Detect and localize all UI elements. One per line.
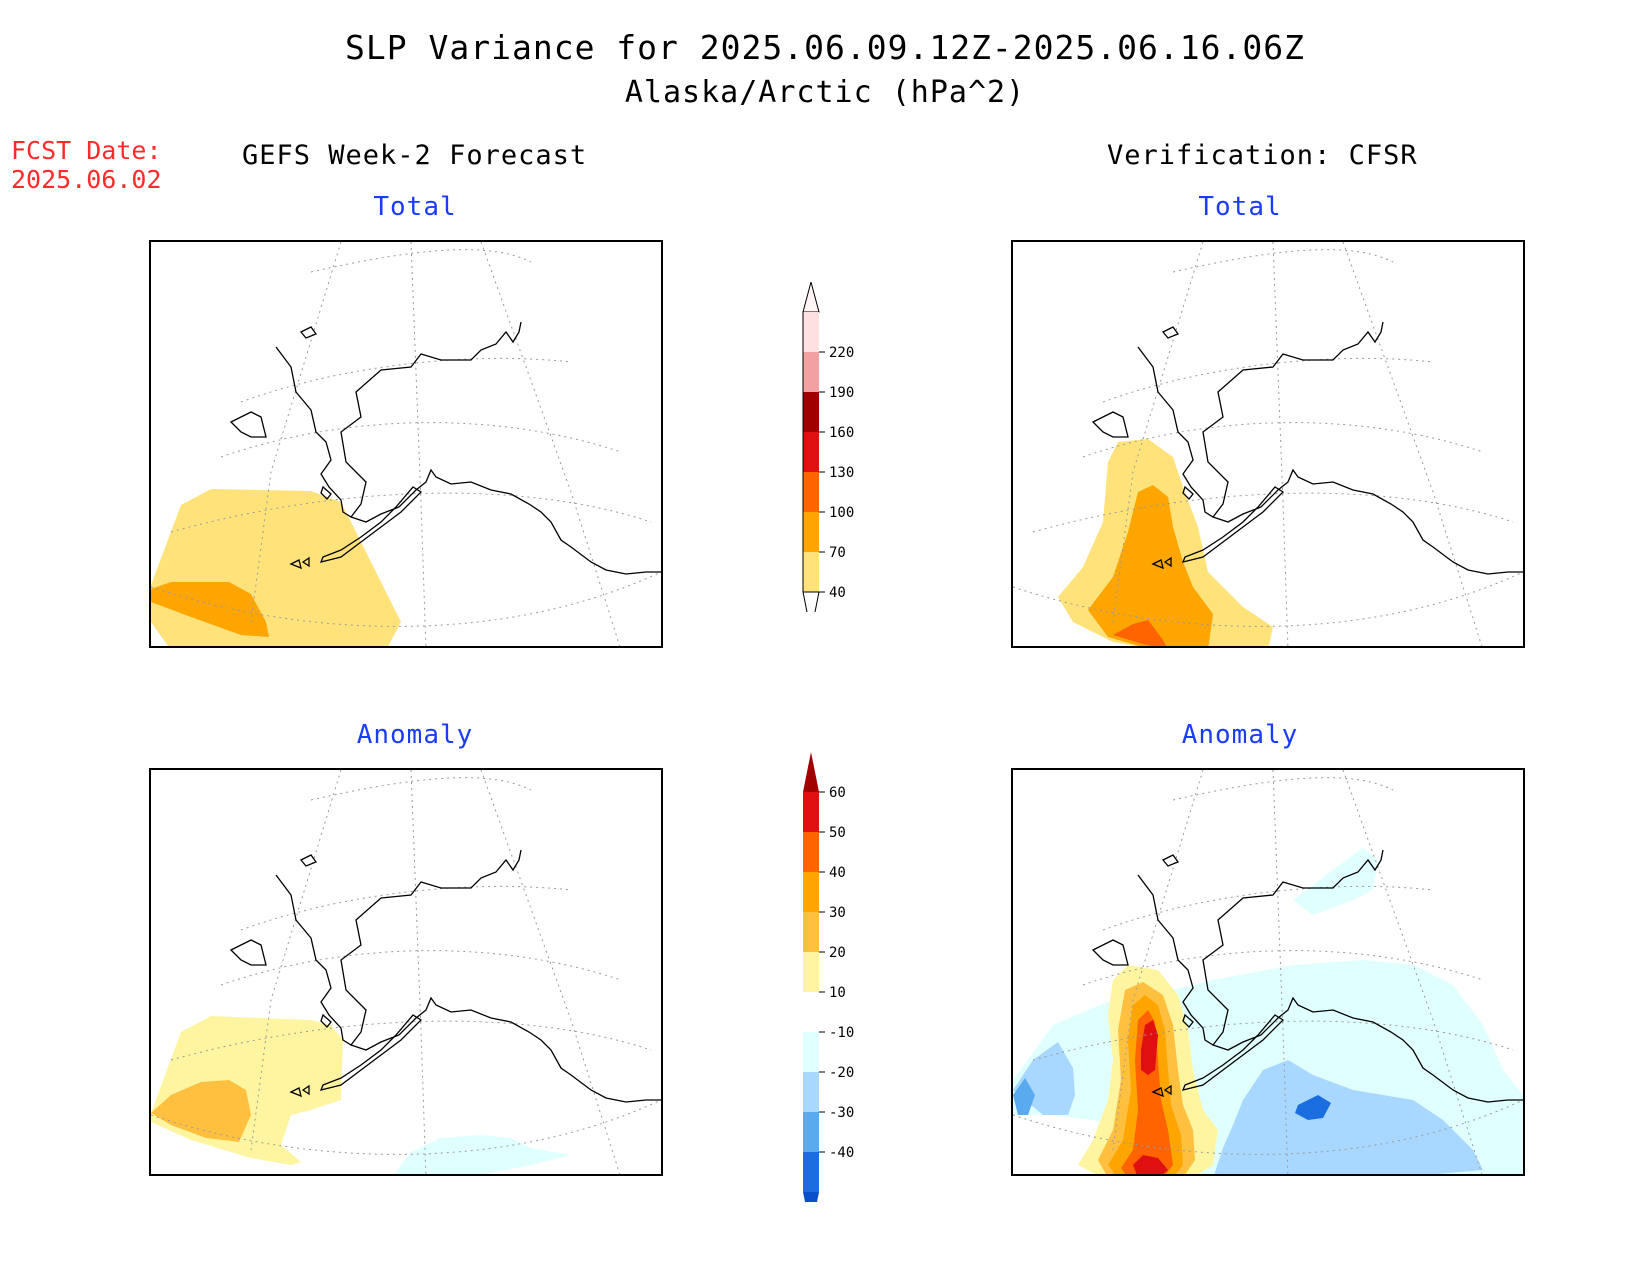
colorbar-segment [803,912,819,952]
contour-minus10-minus20 [394,1135,571,1174]
colorbar-segment [803,472,819,512]
colorbar-tick-label: 70 [829,545,846,561]
colorbar-segment [803,992,819,1032]
anomaly-colorbar: 60 50 40 30 20 10 -10 -20 -30 -40 [803,752,854,1202]
contour-minus30-minus40-east [1295,1095,1331,1120]
contour-minus20-minus30-east [1214,1060,1483,1174]
graticule [1013,770,1523,1174]
forecast-column-title: GEFS Week-2 Forecast [242,140,588,171]
contour-50-60-north [1141,1020,1158,1075]
colorbar-tick-label: 100 [829,505,854,521]
coastline [1091,849,1523,1103]
colorbar-segment [803,392,819,432]
colorbar-segment [803,952,819,992]
colorbar-tick-label: 130 [829,465,854,481]
contour-minus10-minus20-north [1293,848,1378,915]
colorbar-tick-label: 50 [829,825,846,841]
colorbar-segment [803,312,819,352]
fcst-date-label: FCST Date: [11,136,162,165]
colorbar-tick-label: 220 [829,345,854,361]
forecast-anomaly-label: Anomaly [356,720,474,750]
colorbar-segment [803,872,819,912]
forecast-total-label: Total [373,192,457,222]
colorbar-segment [803,432,819,472]
colorbar-tick-label: 30 [829,905,846,921]
fcst-date-value: 2025.06.02 [11,165,162,194]
colorbar-top-tip [802,282,820,313]
verification-total-map [1011,240,1525,648]
colorbar-segment [803,552,819,592]
forecast-total-map [149,240,663,648]
contour-10-20 [151,1016,343,1165]
verification-column-title: Verification: CFSR [1107,140,1418,171]
chart-title: SLP Variance for 2025.06.09.12Z-2025.06.… [345,28,1305,67]
contour-minus30-minus40 [1013,1078,1035,1115]
verification-total-label: Total [1198,192,1282,222]
contour-70-100 [1088,485,1213,646]
verification-anomaly-label: Anomaly [1181,720,1299,750]
colorbar-tick-label: 190 [829,385,854,401]
colorbar-segment [803,832,819,872]
coastline [1091,321,1523,575]
colorbar-tick-label: 40 [829,865,846,881]
colorbar-segment [803,1112,819,1152]
coastline [229,849,661,1103]
chart-subtitle: Alaska/Arctic (hPa^2) [624,75,1026,110]
colorbar-bottom-tip [803,1192,819,1202]
colorbar-tick-label: -30 [829,1105,854,1121]
colorbar-segment [803,1032,819,1072]
colorbar-tick-label: 40 [829,585,846,601]
graticule [1013,242,1523,646]
contour-100-130 [1113,620,1166,646]
verification-anomaly-map [1011,768,1525,1176]
contour-20-30 [151,1080,251,1142]
forecast-total-svg [151,242,661,646]
fcst-date: FCST Date: 2025.06.02 [11,136,162,194]
contour-40-70 [151,489,401,646]
colorbar-top-tip [803,752,819,792]
colorbar-segment [803,1072,819,1112]
verification-total-svg [1013,242,1523,646]
graticule [151,770,661,1174]
colorbar-segment [803,1152,819,1192]
forecast-anomaly-svg [151,770,661,1174]
colorbar-tick-label: 160 [829,425,854,441]
colorbar-segment [803,512,819,552]
colorbar-tick-label: -40 [829,1145,854,1161]
verification-anomaly-svg [1013,770,1523,1174]
colorbar-bottom-tip [802,591,820,612]
contour-50-60 [1133,1155,1168,1174]
colorbar-tick-label: -20 [829,1065,854,1081]
total-colorbar: 220 190 160 130 100 70 40 [802,282,854,612]
forecast-anomaly-map [149,768,663,1176]
coastline [229,321,661,575]
colorbar-tick-label: 60 [829,785,846,801]
colorbar-tick-label: 20 [829,945,846,961]
colorbar-tick-label: -10 [829,1025,854,1041]
colorbar-segment [803,792,819,832]
colorbar-segment [803,352,819,392]
colorbar-tick-label: 10 [829,985,846,1001]
contour-40-50 [1121,1010,1173,1174]
graticule [151,242,661,646]
